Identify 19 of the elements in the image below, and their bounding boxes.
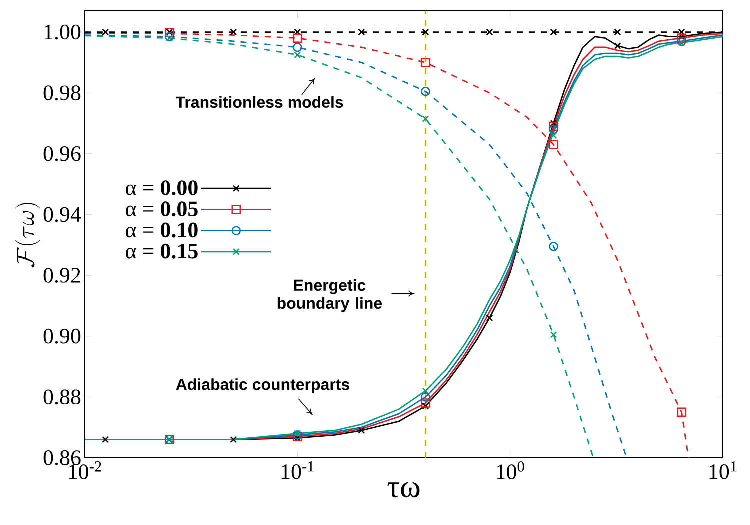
ref-line-label: Energetic boundary line [278, 279, 382, 312]
y-axis-title: $\mathcal{F}(\tau\omega)$ [15, 203, 40, 268]
y-tick-label: 0.94 [44, 207, 82, 222]
legend-label: α = 0.05 [126, 202, 198, 217]
y-tick-label: 0.98 [44, 86, 81, 101]
legend-label: α = 0.15 [126, 244, 198, 259]
x-axis-title: τω [388, 482, 420, 498]
y-tick-label: 0.90 [44, 328, 81, 344]
annotation: Adiabatic counterparts [176, 378, 350, 394]
y-tick-label: 0.88 [44, 390, 81, 405]
x-tick-label: 10$^{0}$ [497, 462, 524, 480]
y-tick-label: 1.00 [44, 24, 81, 40]
legend-label: α = 0.10 [126, 222, 198, 238]
y-tick-label: 0.92 [44, 268, 80, 284]
annotation: Transitionless models [176, 96, 344, 108]
legend-label: α = 0.00 [126, 180, 198, 196]
x-tick-label: 10$^{-1}$ [282, 462, 314, 480]
x-tick-label: 10$^{1}$ [710, 462, 737, 480]
y-tick-label: 0.96 [44, 146, 81, 162]
